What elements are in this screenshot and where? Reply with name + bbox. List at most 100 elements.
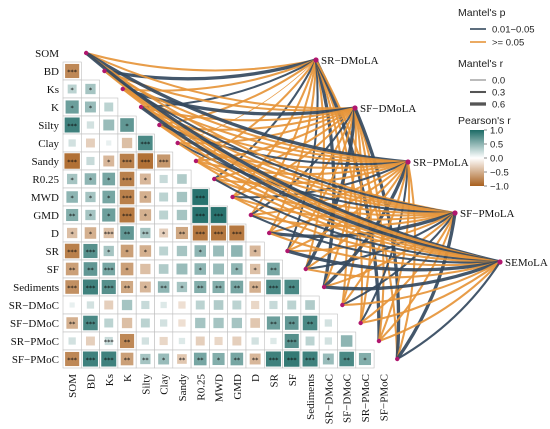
significance-mark: ** [307, 320, 314, 328]
significance-mark: * [162, 356, 166, 364]
significance-mark: * [71, 86, 75, 94]
mantel-link [84, 51, 410, 164]
mantel-link [102, 58, 318, 81]
significance-mark: * [235, 266, 239, 274]
target-label: SF−PMoLA [460, 208, 515, 220]
anchor-dot [102, 68, 107, 74]
heatmap-cell [86, 121, 95, 129]
heatmap-cell [230, 280, 244, 294]
mantel-link [377, 211, 457, 343]
row-label: BD [44, 66, 59, 78]
pearson-tick-label: 0.5 [490, 140, 503, 151]
heatmap-cell [84, 101, 96, 113]
anchor-dot [175, 140, 180, 146]
significance-mark: ** [69, 320, 76, 328]
heatmap-cell [64, 117, 80, 133]
heatmap-cell [66, 227, 78, 239]
significance-mark: ** [124, 338, 131, 346]
significance-mark: *** [122, 212, 133, 220]
significance-mark: * [254, 266, 258, 274]
column-label: Sediments [305, 374, 317, 420]
heatmap-cell [83, 262, 98, 276]
significance-mark: * [71, 230, 75, 238]
mantel-link [103, 69, 502, 264]
heatmap-cell [140, 353, 151, 365]
significance-mark: * [327, 356, 331, 364]
target-label: SEMoLA [505, 257, 548, 269]
heatmap-cell [193, 352, 207, 366]
anchor-dot [83, 50, 89, 56]
heatmap-cell [141, 300, 150, 310]
significance-mark: * [89, 230, 93, 238]
significance-mark: * [89, 86, 93, 94]
heatmap-cell [231, 317, 243, 329]
significance-mark: ** [160, 284, 167, 292]
heatmap-cell [213, 245, 225, 257]
significance-mark: * [254, 248, 258, 256]
significance-mark: ** [289, 320, 296, 328]
heatmap-cell [305, 336, 315, 346]
significance-mark: * [89, 194, 93, 202]
heatmap-cell [232, 300, 242, 310]
significance-mark: ** [124, 230, 131, 238]
target-node [497, 259, 503, 265]
pearson-tick-label: −1.0 [490, 182, 509, 193]
heatmap-cell [85, 83, 96, 95]
significance-mark: * [162, 230, 166, 238]
row-label: R0.25 [32, 174, 59, 186]
heatmap-cell [103, 155, 115, 167]
mantel-link [213, 177, 502, 264]
heatmap-cell [102, 262, 116, 276]
heatmap-cell [64, 153, 80, 169]
heatmap-cell [176, 191, 188, 203]
column-label: R0.25 [195, 374, 207, 401]
heatmap-cell [267, 262, 280, 276]
heatmap-cell [139, 173, 151, 185]
column-label: SOM [67, 374, 79, 398]
mantel-link [377, 260, 502, 343]
significance-mark: * [125, 266, 129, 274]
heatmap-cell [65, 100, 79, 114]
heatmap-cell [177, 174, 187, 184]
row-label: SOM [35, 48, 59, 60]
heatmap-cell [83, 315, 98, 331]
mantel-link [194, 159, 502, 264]
mantel-link [139, 105, 502, 264]
heatmap-cell [138, 135, 153, 151]
significance-mark: *** [122, 176, 133, 184]
column-label: SF−PMoC [378, 374, 390, 421]
heatmap-cell [340, 335, 353, 347]
significance-mark: *** [86, 248, 97, 256]
heatmap-cell [324, 319, 332, 327]
heatmap-cell [101, 279, 116, 295]
target-label: SR−DMoLA [321, 55, 379, 67]
heatmap-cell [140, 318, 150, 328]
heatmap-cell [194, 280, 207, 294]
column-label: D [250, 374, 262, 382]
significance-mark: *** [67, 68, 78, 76]
significance-mark: ** [270, 320, 277, 328]
heatmap-cell [139, 245, 152, 257]
heatmap-cell [176, 209, 188, 221]
mantel-link [84, 51, 502, 264]
significance-mark: * [180, 284, 184, 292]
heatmap-cell [302, 351, 318, 367]
heatmap-cell [159, 192, 169, 202]
mantel-link [285, 249, 502, 272]
heatmap-cell [66, 317, 78, 329]
significance-mark: ** [197, 356, 204, 364]
heatmap-cell [65, 280, 79, 294]
significance-mark: * [217, 356, 221, 364]
column-label: Clay [159, 374, 171, 395]
heatmap-cell [212, 352, 225, 366]
heatmap-cell [85, 209, 96, 221]
significance-mark: * [89, 212, 93, 220]
significance-mark: ** [179, 356, 186, 364]
heatmap-cell [158, 353, 170, 365]
column-label: SF−DMoC [342, 374, 354, 423]
column-label: Sandy [177, 374, 189, 402]
heatmap-cell [287, 300, 297, 310]
anchor-dot [212, 176, 217, 182]
row-label: SR−DMoC [9, 300, 59, 312]
significance-mark: *** [140, 158, 151, 166]
